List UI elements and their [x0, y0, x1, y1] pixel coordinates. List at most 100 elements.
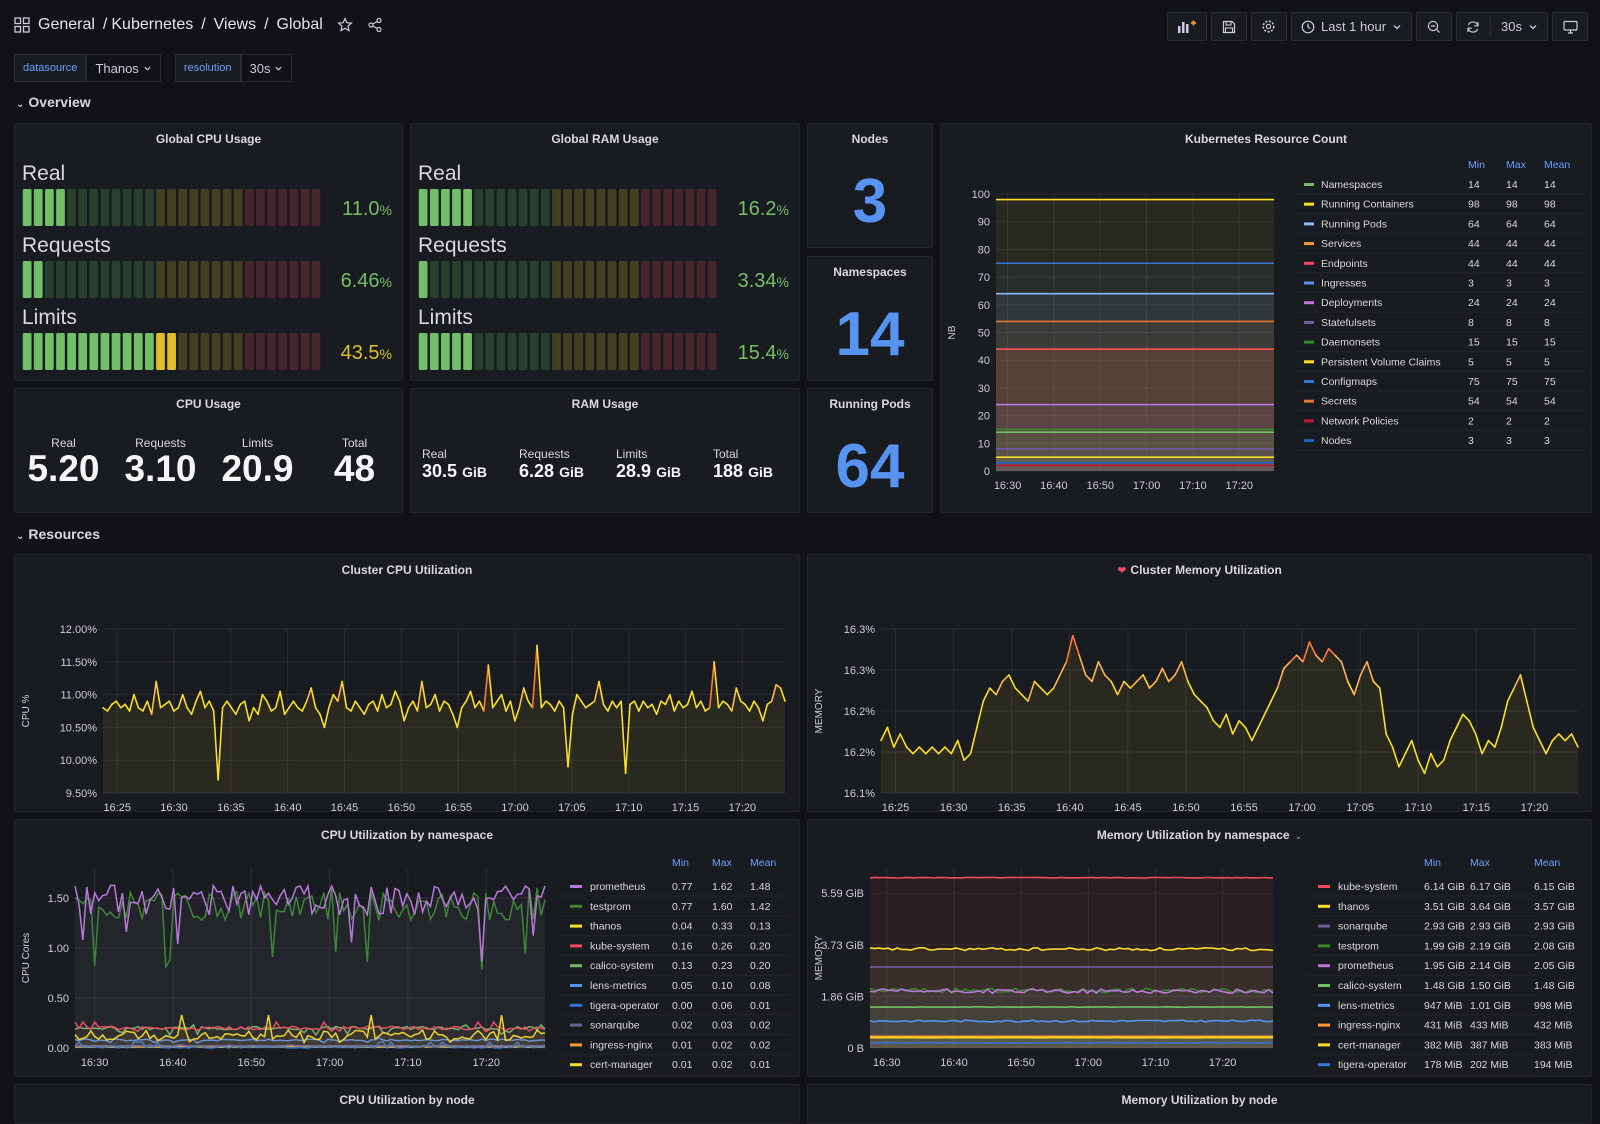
legend-mean: 0.01	[750, 1000, 771, 1012]
x-tick-label: 16:25	[882, 802, 910, 811]
breadcrumb-folder[interactable]: Kubernetes	[111, 16, 193, 34]
panel-title: Cluster CPU Utilization	[15, 563, 799, 577]
series-line	[870, 877, 1273, 878]
legend-header: Mean	[750, 857, 776, 869]
legend-mean: 44	[1544, 238, 1556, 250]
breadcrumb-sub[interactable]: Views	[214, 16, 256, 34]
breadcrumb-separator: /	[103, 16, 107, 34]
x-tick-label: 17:10	[1405, 802, 1433, 811]
legend-max: 0.02	[712, 1039, 733, 1051]
row-resources[interactable]: ⌄Resources	[16, 526, 100, 542]
row-overview[interactable]: ⌄Overview	[16, 94, 91, 110]
legend-max: 0.26	[712, 940, 733, 952]
legend-max: 44	[1506, 258, 1518, 270]
x-tick-label: 17:00	[1075, 1057, 1103, 1069]
x-tick-label: 17:00	[316, 1057, 344, 1069]
legend-item: Network Policies	[1321, 415, 1399, 427]
panel-title-wrap: Memory Utilization by namespace⌄	[808, 828, 1591, 842]
gauge-cell	[630, 261, 639, 298]
zoom-out-button[interactable]	[1416, 12, 1452, 41]
namespaces-value: 14	[808, 299, 932, 370]
add-panel-button[interactable]	[1167, 12, 1207, 41]
gauge-cell	[708, 261, 717, 298]
panel-nodes[interactable]: Nodes 3	[807, 123, 933, 248]
legend-mean: 6.15 GiB	[1534, 881, 1575, 893]
page-title[interactable]: Global	[277, 16, 323, 34]
legend-mean: 998 MiB	[1534, 1000, 1573, 1012]
y-axis-label: NB	[947, 325, 958, 339]
gauge-value-number: 43.5	[341, 342, 380, 364]
gauge-cell	[101, 189, 110, 226]
x-tick-label: 16:50	[1086, 480, 1114, 492]
panel-cpu-utilization-by-node[interactable]: CPU Utilization by node	[14, 1084, 800, 1124]
bar-gauge-requests	[418, 261, 718, 298]
legend-max: 3	[1506, 435, 1512, 447]
y-tick-label: 1.86 GiB	[821, 991, 864, 1003]
legend-max: 0.23	[712, 960, 733, 972]
dashboard-settings-button[interactable]	[1251, 12, 1287, 41]
tv-mode-button[interactable]	[1552, 12, 1588, 41]
gauge-cell	[56, 189, 65, 226]
monitor-icon	[1563, 20, 1578, 34]
broken-heart-icon: ❤	[1117, 565, 1126, 577]
gauge-cell	[267, 261, 276, 298]
bar-gauge-real	[418, 189, 718, 226]
clock-icon	[1301, 20, 1315, 34]
gauge-cell	[45, 189, 54, 226]
resolution-select[interactable]: 30s	[241, 54, 293, 82]
gauge-cell	[289, 333, 298, 370]
legend-item: Deployments	[1321, 297, 1382, 309]
legend-min: 382 MiB	[1424, 1039, 1463, 1051]
gauge-cell	[597, 189, 606, 226]
gauge-cell	[112, 261, 121, 298]
legend-mean: 44	[1544, 258, 1556, 270]
gauge-value-unit: %	[777, 346, 789, 362]
panel-global-cpu-usage[interactable]: Global CPU Usage Real 11.0% Requests 6.4…	[14, 123, 403, 381]
running-pods-value: 64	[808, 431, 932, 502]
chevron-down-icon[interactable]: ⌄	[1295, 831, 1303, 841]
breadcrumb: General / Kubernetes / Views / Global	[14, 16, 383, 34]
refresh-picker[interactable]: 30s	[1456, 12, 1548, 41]
save-dashboard-button[interactable]	[1211, 12, 1247, 41]
legend-min: 64	[1468, 218, 1480, 230]
legend-item: Daemonsets	[1321, 337, 1380, 349]
legend-item: ingress-nginx	[1338, 1020, 1401, 1032]
panel-memory-utilization-by-node[interactable]: Memory Utilization by node	[807, 1084, 1592, 1124]
time-range-picker[interactable]: Last 1 hour	[1291, 12, 1412, 41]
legend-mean: 2.05 GiB	[1534, 960, 1575, 972]
legend-max: 3.64 GiB	[1470, 901, 1511, 913]
legend-item: prometheus	[590, 881, 645, 893]
legend-mean: 432 MiB	[1534, 1020, 1573, 1032]
gauge-cell	[641, 333, 650, 370]
gauge-cell	[419, 261, 428, 298]
panel-title: Global RAM Usage	[411, 132, 799, 146]
panel-global-ram-usage[interactable]: Global RAM Usage Real 16.2% Requests 3.3…	[410, 123, 800, 381]
x-tick-label: 17:20	[1209, 1057, 1237, 1069]
gauge-cell	[134, 333, 143, 370]
datasource-select[interactable]: Thanos	[86, 54, 160, 82]
gauge-label: Requests	[418, 234, 507, 258]
breadcrumb-root[interactable]: General	[38, 16, 95, 34]
star-icon[interactable]	[337, 17, 353, 33]
gauge-cell	[652, 333, 661, 370]
legend-header: Min	[1468, 159, 1485, 171]
panel-running-pods[interactable]: Running Pods 64	[807, 388, 933, 513]
share-icon[interactable]	[367, 17, 383, 33]
gauge-cell	[497, 261, 506, 298]
gauge-cell	[652, 189, 661, 226]
panel-cluster-memory-utilization[interactable]: ❤Cluster Memory Utilization 16.1%16.2%16…	[807, 554, 1592, 812]
add-panel-icon	[1177, 19, 1197, 35]
legend-max: 1.01 GiB	[1470, 1000, 1511, 1012]
x-tick-label: 16:30	[873, 1057, 901, 1069]
dashboards-grid-icon[interactable]	[14, 17, 30, 33]
panel-cluster-cpu-utilization[interactable]: Cluster CPU Utilization 9.50%10.00%10.50…	[14, 554, 800, 812]
panel-namespaces[interactable]: Namespaces 14	[807, 256, 933, 381]
